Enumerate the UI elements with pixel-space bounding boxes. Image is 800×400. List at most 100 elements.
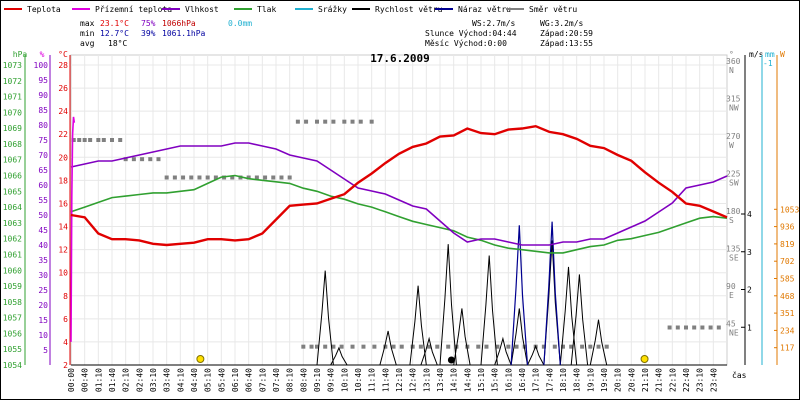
- wind-dir-mark: [279, 175, 284, 180]
- x-tick-label: 17:10: [532, 368, 541, 392]
- wind-speed-tick-label: 3: [747, 248, 752, 257]
- wind-dir-mark: [331, 119, 336, 124]
- wind-dir-mark: [96, 138, 101, 142]
- x-tick-label: 17:40: [545, 368, 554, 392]
- x-tick-label: 22:40: [682, 368, 691, 392]
- x-tick-label: 01:40: [108, 368, 117, 392]
- temperature-tick-label: 10: [58, 269, 68, 278]
- wind-dir-mark: [331, 344, 336, 349]
- wind-speed-tick-label: 1: [747, 323, 752, 332]
- moon-marker: [447, 356, 455, 364]
- wind-dir-mark: [667, 325, 672, 330]
- solar-tick-label: 585: [780, 275, 795, 284]
- wind-dir-mark: [692, 325, 697, 330]
- temperature-tick-label: 26: [58, 84, 68, 93]
- x-tick-label: 09:10: [313, 368, 322, 392]
- wind-speed-spike: [480, 255, 498, 366]
- legend-label: Tlak: [257, 5, 276, 14]
- pressure-tick-label: 1054: [3, 361, 22, 370]
- pressure-tick-label: 1055: [3, 345, 22, 354]
- wind-speed-spike: [379, 330, 397, 366]
- temperature-tick-label: 12: [58, 246, 68, 255]
- sun-marker: [196, 355, 205, 363]
- x-tick-label: 01:10: [94, 368, 103, 392]
- solar-tick-label: 117: [780, 344, 795, 353]
- chart-title: 17.6.2009: [370, 52, 430, 65]
- wind-dir-mark: [700, 325, 705, 330]
- stat-max-label: max: [80, 19, 95, 28]
- wind-dir-mark: [246, 175, 251, 180]
- stat-wg: WG:3.2m/s: [540, 19, 584, 28]
- x-tick-label: 15:10: [477, 368, 486, 392]
- wind-dir-mark: [123, 157, 128, 162]
- wind-dir-dir-label: W: [729, 141, 734, 150]
- x-tick-label: 18:40: [573, 368, 582, 392]
- x-tick-label: 13:40: [436, 368, 445, 392]
- legend-label: Srážky: [318, 5, 347, 14]
- wind-dir-mark: [358, 119, 363, 124]
- x-tick-label: 21:40: [655, 368, 664, 392]
- solar-tick-label: 936: [780, 223, 795, 232]
- sun-marker: [640, 355, 649, 363]
- wind-dir-tick-label: 225: [726, 170, 741, 179]
- wind-speed-spike: [453, 308, 471, 366]
- solar-tick-label: 819: [780, 240, 795, 249]
- temperature-tick-label: 2: [63, 361, 68, 370]
- stat-min-press: 1061.1hPa: [162, 29, 206, 38]
- x-tick-label: 10:40: [354, 368, 363, 392]
- plot-grid: [70, 54, 728, 366]
- pressure-tick-label: 1065: [3, 187, 22, 196]
- wind-dir-mark: [435, 344, 440, 349]
- wind-dir-dir-label: NW: [729, 104, 739, 113]
- humidity-tick-label: 50: [38, 211, 48, 220]
- wind-dir-mark: [342, 119, 347, 124]
- x-tick-label: 20:10: [614, 368, 623, 392]
- stat-ws: WS:2.7m/s: [472, 19, 516, 28]
- legend-label: Teplota: [27, 5, 61, 14]
- x-tick-label: 00:40: [81, 368, 90, 392]
- wind-dir-mark: [541, 344, 546, 349]
- x-tick-label: 04:40: [190, 368, 199, 392]
- wind-dir-mark: [418, 344, 423, 349]
- humidity-tick-label: 20: [38, 301, 48, 310]
- pressure-tick-label: 1061: [3, 250, 22, 259]
- temperature-tick-label: 6: [63, 315, 68, 324]
- wind-dir-tick-label: 135: [726, 245, 741, 254]
- wind-dir-mark: [205, 175, 210, 180]
- stat-min-hum: 39%: [141, 29, 156, 38]
- x-tick-label: 08:10: [286, 368, 295, 392]
- wind-dir-mark: [580, 344, 585, 349]
- wind-gust-spike: [510, 225, 529, 366]
- x-tick-label: 18:10: [559, 368, 568, 392]
- humidity-tick-label: 100: [34, 61, 49, 70]
- x-tick-label: 06:10: [231, 368, 240, 392]
- x-tick-label: 23:10: [696, 368, 705, 392]
- stat-max-hum: 75%: [141, 19, 156, 28]
- wind-dir-mark: [172, 175, 177, 180]
- temperature-tick-label: 28: [58, 61, 68, 70]
- wind-speed-spike: [409, 285, 427, 366]
- temperature-unit: °C: [58, 50, 68, 59]
- wind-speed-spike: [420, 336, 438, 366]
- humidity-tick-label: 75: [38, 136, 48, 145]
- legend-label: Směr větru: [529, 5, 577, 14]
- temperature-tick-label: 24: [58, 107, 68, 116]
- humidity-tick-label: 80: [38, 121, 48, 130]
- plot-area: [70, 116, 728, 366]
- wind-dir-mark: [588, 344, 593, 349]
- wind-speed-spike: [316, 270, 334, 366]
- wind-dir-mark: [110, 138, 114, 142]
- rain-unit: mm: [765, 50, 775, 59]
- wind-dir-dir-label: NE: [729, 329, 739, 338]
- x-tick-label: 03:40: [163, 368, 172, 392]
- temperature-tick-label: 4: [63, 338, 68, 347]
- wind-dir-dir-label: N: [729, 66, 734, 75]
- wind-speed-spike: [527, 344, 545, 366]
- wind-dir-mark: [604, 344, 609, 349]
- humidity-tick-label: 95: [38, 76, 48, 85]
- wind-dir-mark: [361, 344, 366, 349]
- wind-dir-mark: [213, 175, 218, 180]
- wind-dir-mark: [295, 119, 300, 124]
- wind-dir-mark: [391, 344, 396, 349]
